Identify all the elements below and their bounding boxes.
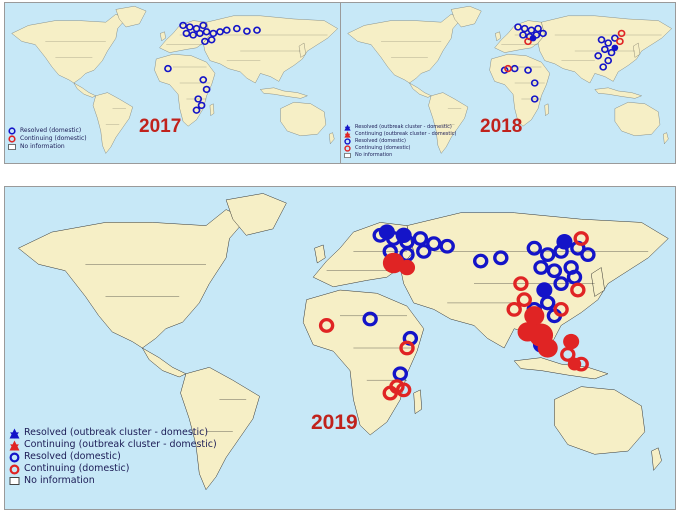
outbreak-markers-2019 bbox=[318, 224, 596, 401]
resolved-cluster-icon bbox=[9, 428, 20, 439]
legend-item: No information bbox=[9, 475, 217, 487]
japan bbox=[298, 42, 306, 58]
legend-item: Continuing (outbreak cluster - domestic) bbox=[344, 131, 456, 138]
legend-item: No information bbox=[8, 143, 87, 151]
no-information-icon bbox=[8, 144, 16, 150]
asia bbox=[203, 15, 338, 84]
legend-2018: Resolved (outbreak cluster - domestic) C… bbox=[344, 124, 456, 159]
year-label-2018: 2018 bbox=[480, 116, 523, 137]
legend-item: Resolved (outbreak cluster - domestic) bbox=[9, 427, 217, 439]
legend-item: Continuing (domestic) bbox=[344, 145, 456, 152]
no-information-icon bbox=[9, 477, 20, 485]
madagascar bbox=[209, 103, 215, 116]
south-america bbox=[92, 92, 133, 154]
legend-item: No information bbox=[344, 152, 456, 159]
outbreak-markers-2017 bbox=[164, 21, 261, 114]
central-america bbox=[73, 82, 96, 98]
legend-item: Resolved (domestic) bbox=[9, 451, 217, 463]
continuing-cluster-icon bbox=[9, 440, 20, 451]
legend-label: Continuing (domestic) bbox=[355, 145, 411, 151]
resolved-domestic-icon bbox=[344, 138, 351, 145]
indonesia bbox=[260, 87, 308, 99]
map-2017-panel: 2017 Resolved (domestic) Continuing (dom… bbox=[4, 2, 342, 164]
legend-label: Resolved (domestic) bbox=[20, 127, 82, 134]
australia bbox=[280, 102, 327, 136]
world-map-2017 bbox=[11, 6, 338, 154]
legend-label: Continuing (outbreak cluster - domestic) bbox=[24, 439, 217, 450]
legend-label: Resolved (outbreak cluster - domestic) bbox=[355, 124, 452, 130]
continuing-cluster-icon bbox=[344, 131, 351, 138]
continuing-domestic-icon bbox=[8, 135, 16, 143]
continuing-domestic-icon bbox=[9, 464, 20, 475]
resolved-cluster-icon bbox=[344, 124, 351, 131]
world-map-2019 bbox=[17, 193, 669, 491]
legend-label: No information bbox=[24, 475, 95, 486]
no-information-icon bbox=[344, 153, 351, 158]
legend-2019: Resolved (outbreak cluster - domestic) C… bbox=[9, 427, 217, 487]
continuing-domestic-icon bbox=[344, 145, 351, 152]
legend-label: Continuing (outbreak cluster - domestic) bbox=[355, 131, 457, 137]
legend-item: Resolved (outbreak cluster - domestic) bbox=[344, 124, 456, 131]
map-2019-panel: 2019 Resolved (outbreak cluster - domest… bbox=[4, 186, 676, 510]
outbreak-markers-2018 bbox=[500, 23, 626, 103]
world-map-2018 bbox=[347, 6, 672, 154]
legend-label: No information bbox=[20, 143, 65, 150]
legend-item: Resolved (domestic) bbox=[8, 127, 87, 135]
greenland bbox=[115, 6, 147, 28]
legend-2017: Resolved (domestic) Continuing (domestic… bbox=[8, 127, 87, 151]
legend-item: Continuing (domestic) bbox=[9, 463, 217, 475]
legend-item: Continuing (outbreak cluster - domestic) bbox=[9, 439, 217, 451]
new-zealand bbox=[329, 132, 335, 145]
legend-label: Resolved (domestic) bbox=[355, 138, 406, 144]
north-america bbox=[11, 14, 127, 84]
year-label-2019: 2019 bbox=[311, 411, 358, 434]
resolved-domestic-icon bbox=[8, 127, 16, 135]
resolved-domestic-icon bbox=[9, 452, 20, 463]
legend-label: Continuing (domestic) bbox=[20, 135, 87, 142]
legend-label: No information bbox=[355, 152, 393, 158]
legend-label: Resolved (domestic) bbox=[24, 451, 121, 462]
map-2018-panel: 2018 Resolved (outbreak cluster - domest… bbox=[340, 2, 676, 164]
legend-label: Resolved (outbreak cluster - domestic) bbox=[24, 427, 209, 438]
year-label-2017: 2017 bbox=[139, 116, 182, 137]
country-borders bbox=[45, 34, 328, 125]
legend-item: Resolved (domestic) bbox=[344, 138, 456, 145]
legend-item: Continuing (domestic) bbox=[8, 135, 87, 143]
land-layer bbox=[347, 6, 672, 154]
legend-label: Continuing (domestic) bbox=[24, 463, 130, 474]
uk bbox=[160, 31, 166, 41]
